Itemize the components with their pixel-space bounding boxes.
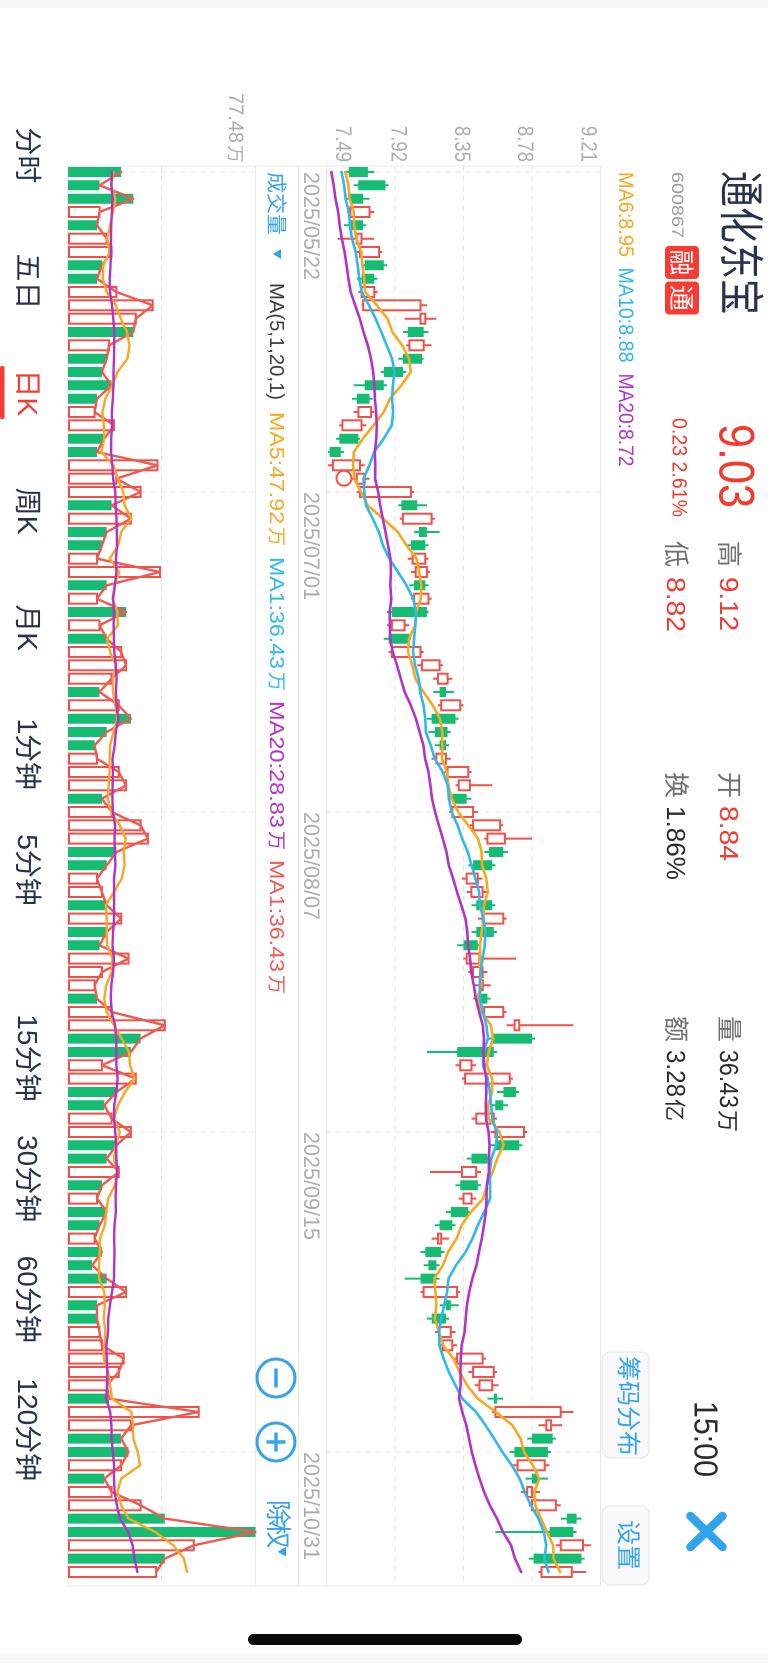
svg-text:8.78: 8.78 xyxy=(513,126,538,162)
svg-text:1.86%: 1.86% xyxy=(661,806,691,880)
svg-text:K: K xyxy=(12,398,43,417)
svg-text:2025/09/15: 2025/09/15 xyxy=(299,1132,324,1240)
svg-text:8.82: 8.82 xyxy=(661,577,691,632)
svg-text:MA1:36.43: MA1:36.43 xyxy=(265,860,287,972)
svg-text:MA20:8.72: MA20:8.72 xyxy=(614,374,637,467)
svg-text:K: K xyxy=(12,632,43,651)
svg-text:9.03: 9.03 xyxy=(709,424,765,508)
svg-text:8.84: 8.84 xyxy=(714,806,744,861)
svg-text:36.43: 36.43 xyxy=(714,1050,744,1108)
svg-text:MA6:8.95: MA6:8.95 xyxy=(614,172,637,257)
svg-text:5: 5 xyxy=(12,834,43,850)
svg-text:2025/08/07: 2025/08/07 xyxy=(299,812,324,920)
svg-text:60: 60 xyxy=(12,1256,43,1287)
svg-text:120: 120 xyxy=(12,1378,43,1425)
svg-text:15:00: 15:00 xyxy=(688,1401,725,1477)
svg-text:MA(5,1,20,1): MA(5,1,20,1) xyxy=(265,283,287,400)
svg-text:9.21: 9.21 xyxy=(577,126,602,162)
svg-text:7.92: 7.92 xyxy=(387,126,412,162)
svg-text:2025/10/31: 2025/10/31 xyxy=(299,1452,324,1560)
svg-text:1: 1 xyxy=(12,718,43,734)
svg-text:MA10:8.88: MA10:8.88 xyxy=(614,268,637,363)
svg-text:3.28: 3.28 xyxy=(661,1050,691,1097)
svg-text:MA1:36.43: MA1:36.43 xyxy=(265,557,287,669)
svg-text:9.12: 9.12 xyxy=(714,577,744,631)
svg-text:MA5:47.92: MA5:47.92 xyxy=(265,412,287,524)
svg-text:2025/05/22: 2025/05/22 xyxy=(299,172,324,280)
svg-text:7.49: 7.49 xyxy=(331,126,356,162)
svg-text:30: 30 xyxy=(12,1135,43,1166)
svg-text:15: 15 xyxy=(12,1014,43,1045)
svg-text:0.23 2.61%: 0.23 2.61% xyxy=(668,418,691,517)
svg-text:77.48: 77.48 xyxy=(224,93,247,143)
svg-text:MA20:28.83: MA20:28.83 xyxy=(265,701,287,828)
svg-text:K: K xyxy=(12,516,43,535)
svg-text:2025/07/01: 2025/07/01 xyxy=(299,492,324,600)
svg-text:600867: 600867 xyxy=(668,172,687,238)
svg-text:8.35: 8.35 xyxy=(450,126,475,162)
